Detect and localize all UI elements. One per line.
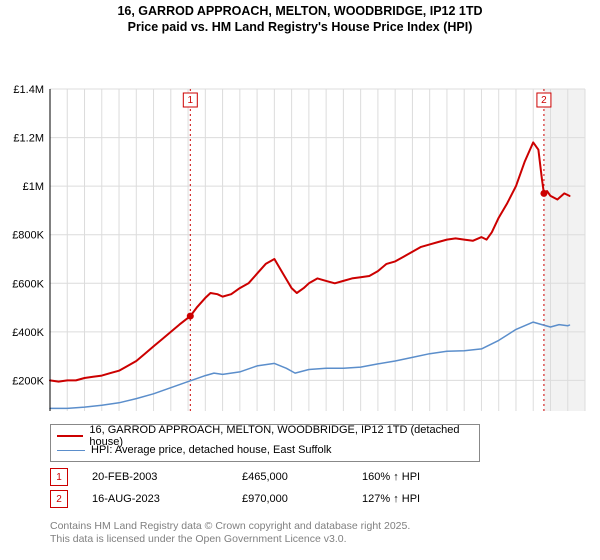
transaction-price: £970,000 (242, 493, 362, 505)
legend-swatch (57, 450, 85, 451)
footer-line: This data is licensed under the Open Gov… (50, 533, 410, 546)
y-axis-tick-label: £1M (23, 181, 44, 193)
legend-swatch (57, 435, 83, 437)
transaction-delta: 160% ↑ HPI (362, 471, 482, 483)
y-axis-tick-label: £800K (12, 230, 44, 242)
transaction-marker-1: 1 (50, 468, 68, 486)
chart-title-line2: Price paid vs. HM Land Registry's House … (0, 20, 600, 36)
chart-marker-label: 1 (188, 95, 194, 106)
chart-title-line1: 16, GARROD APPROACH, MELTON, WOODBRIDGE,… (0, 4, 600, 20)
transaction-point (540, 190, 547, 197)
y-axis-tick-label: £200K (12, 376, 44, 388)
transaction-row: 2 16-AUG-2023 £970,000 127% ↑ HPI (50, 488, 482, 510)
series-property-price (50, 143, 570, 382)
y-axis-tick-label: £1.2M (13, 133, 44, 145)
transaction-date: 16-AUG-2023 (92, 493, 242, 505)
chart-legend: 16, GARROD APPROACH, MELTON, WOODBRIDGE,… (50, 424, 480, 462)
transaction-delta: 127% ↑ HPI (362, 493, 482, 505)
price-chart: £0£200K£400K£600K£800K£1M£1.2M£1.4M19951… (0, 41, 600, 411)
y-axis-tick-label: £600K (12, 279, 44, 291)
y-axis-tick-label: £1.4M (13, 84, 44, 96)
transaction-row: 1 20-FEB-2003 £465,000 160% ↑ HPI (50, 466, 482, 488)
attribution-footer: Contains HM Land Registry data © Crown c… (50, 520, 410, 546)
transaction-point (187, 313, 194, 320)
y-axis-tick-label: £400K (12, 327, 44, 339)
transaction-date: 20-FEB-2003 (92, 471, 242, 483)
transaction-price: £465,000 (242, 471, 362, 483)
chart-marker-label: 2 (541, 95, 547, 106)
legend-row: 16, GARROD APPROACH, MELTON, WOODBRIDGE,… (57, 429, 473, 443)
legend-label: HPI: Average price, detached house, East… (91, 444, 332, 456)
footer-line: Contains HM Land Registry data © Crown c… (50, 520, 410, 533)
transactions-table: 1 20-FEB-2003 £465,000 160% ↑ HPI 2 16-A… (50, 466, 482, 510)
chart-svg: £0£200K£400K£600K£800K£1M£1.2M£1.4M19951… (0, 41, 600, 411)
transaction-marker-2: 2 (50, 490, 68, 508)
